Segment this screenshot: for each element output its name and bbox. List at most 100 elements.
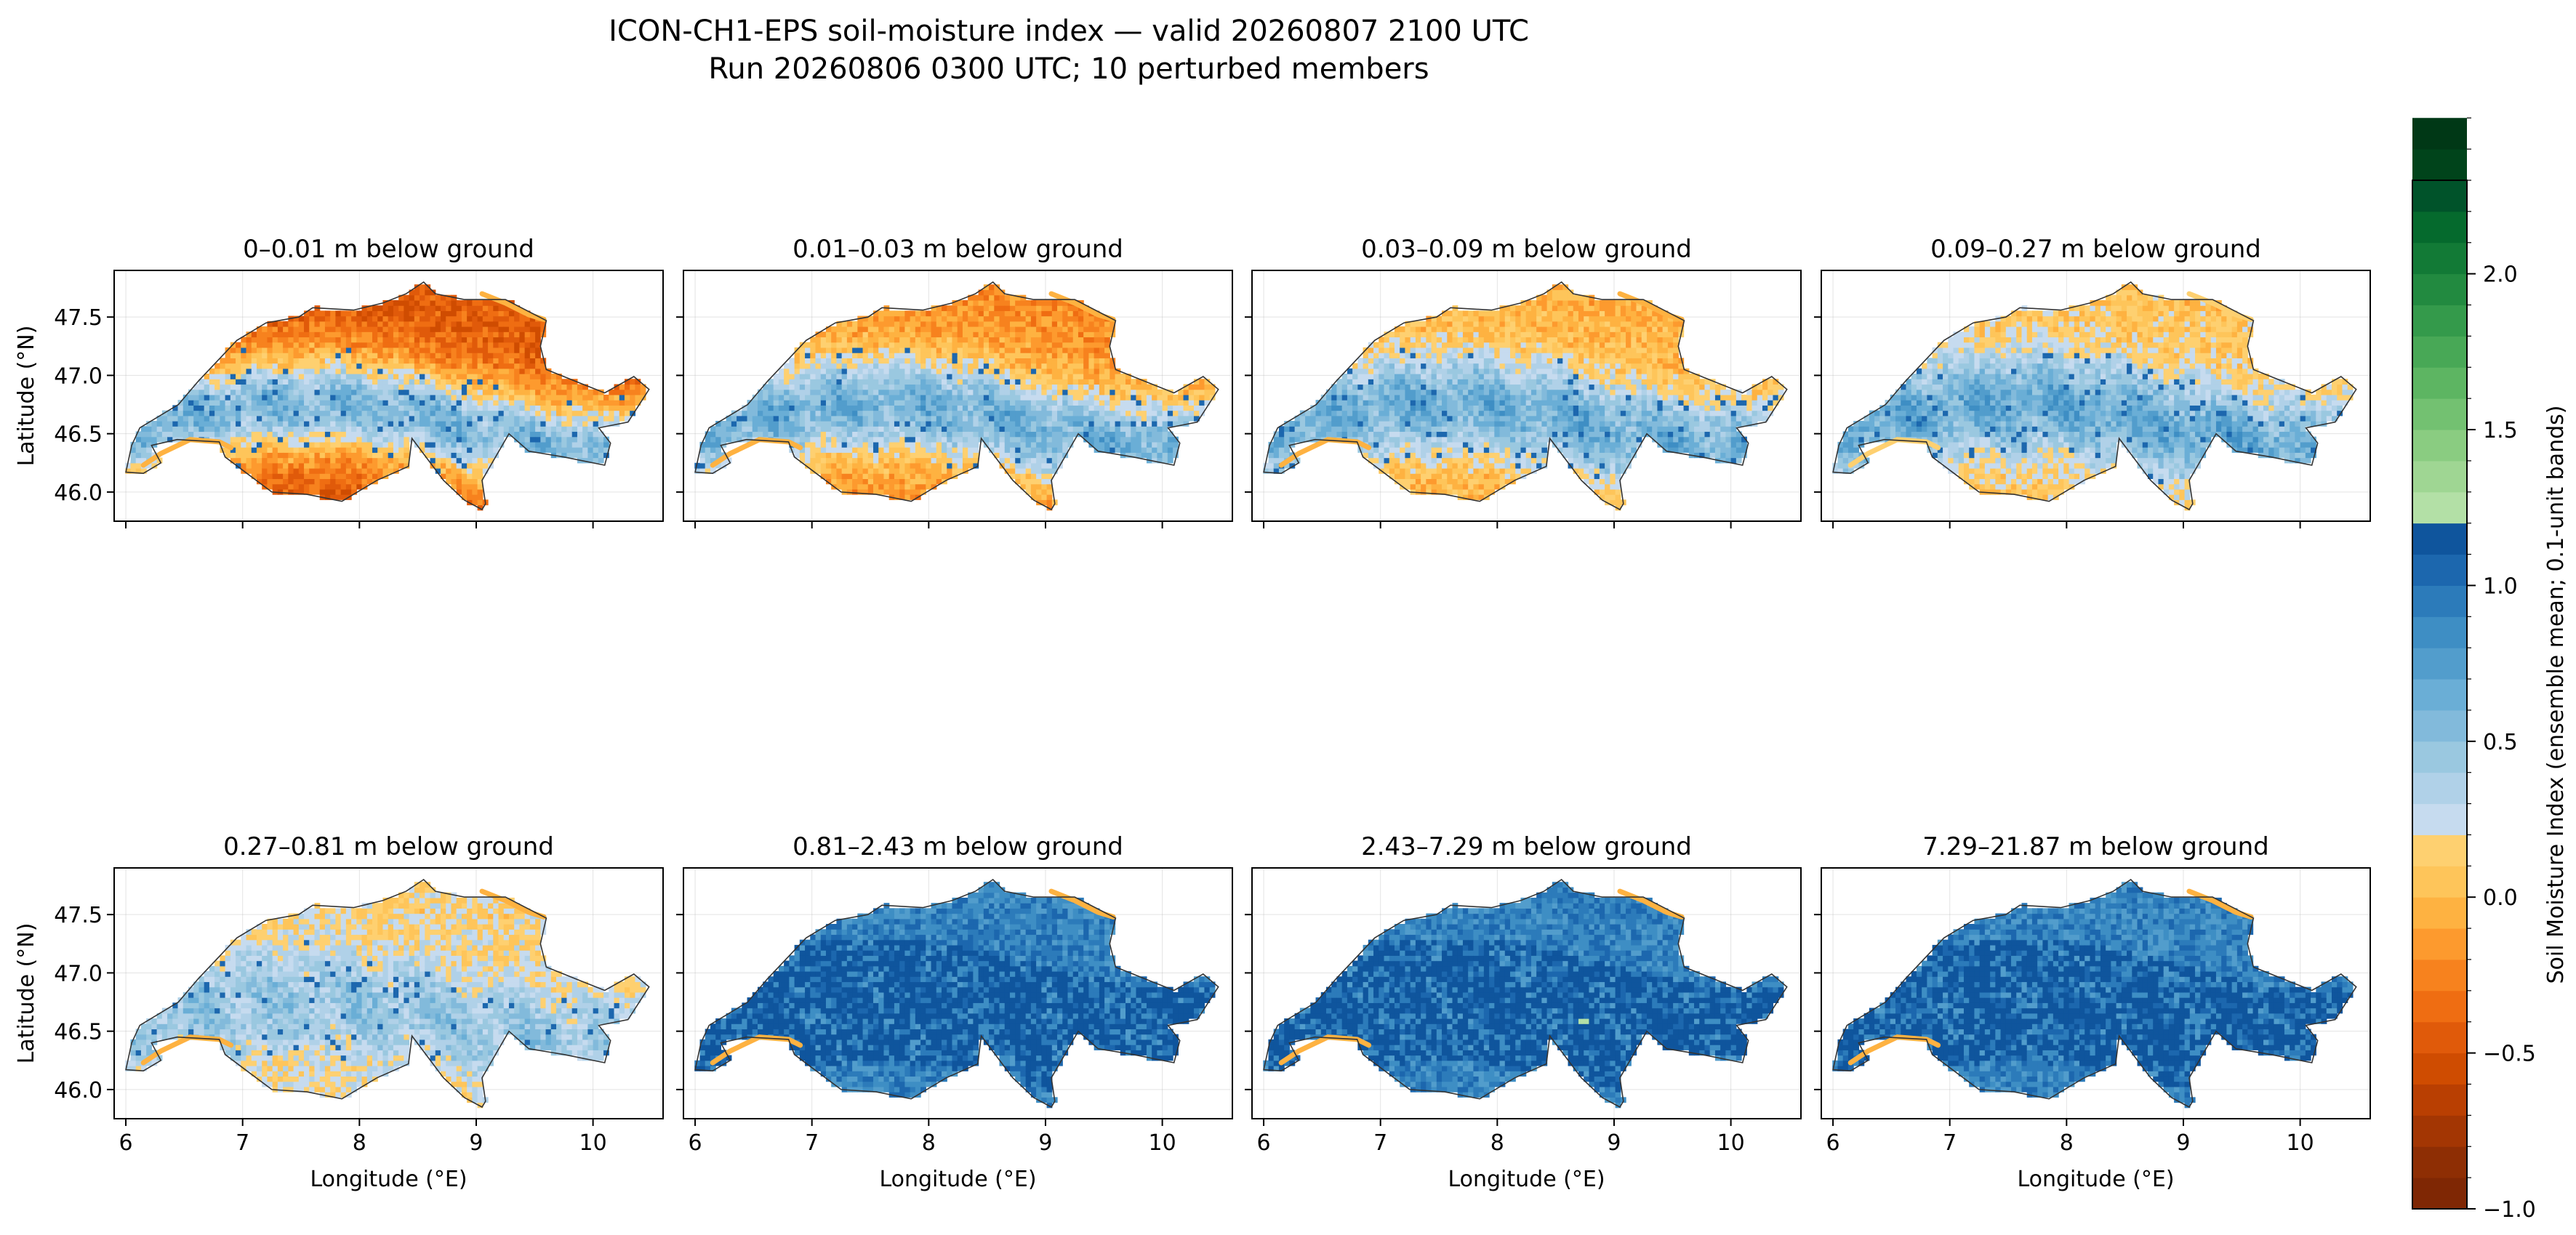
map-cell	[1067, 358, 1074, 364]
map-cell	[784, 368, 790, 374]
map-cell	[335, 394, 342, 401]
map-cell	[493, 342, 499, 348]
map-cell	[815, 331, 822, 338]
map-cell	[193, 384, 200, 390]
map-cell	[1115, 374, 1121, 379]
map-cell	[1363, 384, 1369, 390]
map-cell	[1104, 389, 1110, 395]
map-cell	[425, 326, 431, 332]
map-cell	[420, 363, 425, 369]
map-cell	[366, 374, 373, 379]
map-cell	[831, 326, 838, 332]
map-cell	[324, 426, 331, 433]
map-cell	[1015, 310, 1022, 317]
map-cell	[309, 405, 316, 411]
map-cell	[1057, 331, 1063, 338]
map-cell	[942, 384, 947, 390]
map-cell	[1088, 421, 1095, 427]
map-cell	[1067, 384, 1074, 390]
map-cell	[1152, 452, 1157, 459]
map-cell	[309, 321, 316, 327]
map-cell	[267, 331, 273, 338]
map-cell	[146, 441, 153, 448]
map-cell	[968, 441, 974, 448]
map-cell	[1088, 436, 1095, 443]
map-cell	[230, 436, 236, 443]
map-cell	[420, 447, 425, 453]
map-cell	[446, 368, 452, 374]
map-cell	[810, 436, 816, 443]
map-cell	[467, 462, 473, 469]
map-cell	[1099, 415, 1105, 422]
map-cell	[366, 326, 373, 332]
map-cell	[852, 353, 858, 358]
map-cell	[989, 331, 995, 338]
map-cell	[571, 441, 578, 448]
map-cell	[1057, 394, 1063, 401]
map-cell	[1083, 400, 1090, 406]
map-cell	[277, 400, 284, 406]
map-cell	[361, 389, 368, 395]
map-cell	[236, 368, 241, 374]
map-cell	[340, 315, 347, 322]
map-cell	[1030, 431, 1037, 438]
map-cell	[1363, 405, 1369, 411]
map-cell	[1162, 421, 1168, 427]
map-cell	[867, 347, 874, 353]
map-cell	[1131, 405, 1137, 411]
map-cell	[230, 426, 236, 433]
map-cell	[831, 436, 838, 443]
map-cell	[1141, 436, 1147, 443]
map-cell	[345, 384, 352, 390]
map-cell	[978, 400, 984, 406]
map-cell	[409, 358, 415, 364]
map-cell	[894, 421, 900, 427]
map-cell	[435, 305, 441, 311]
map-cell	[198, 426, 205, 433]
map-cell	[451, 421, 457, 427]
map-cell	[609, 394, 615, 401]
map-cell	[366, 457, 373, 464]
map-cell	[878, 473, 885, 480]
map-cell	[435, 342, 441, 348]
map-cell	[467, 315, 473, 322]
map-cell	[209, 405, 215, 411]
map-cell	[256, 441, 262, 448]
map-cell	[340, 410, 347, 417]
map-cell	[467, 299, 473, 306]
map-cell	[614, 405, 620, 411]
map-cell	[962, 405, 968, 411]
map-cell	[267, 368, 273, 374]
map-cell	[335, 457, 342, 464]
map-cell	[283, 431, 289, 438]
map-cell	[587, 441, 594, 448]
map-cell	[915, 321, 921, 327]
map-cell	[550, 447, 557, 453]
map-cell	[705, 462, 711, 469]
map-cell	[915, 400, 921, 406]
map-cell	[1088, 331, 1095, 338]
map-cell	[451, 478, 457, 485]
map-cell	[435, 467, 441, 474]
map-cell	[393, 467, 399, 474]
map-cell	[283, 452, 289, 459]
map-cell	[1036, 305, 1042, 311]
map-cell	[962, 326, 968, 332]
map-cell	[836, 447, 843, 453]
map-cell	[1020, 358, 1027, 364]
map-cell	[330, 394, 337, 401]
map-cell	[1305, 436, 1311, 443]
map-cell	[910, 457, 916, 464]
map-cell	[947, 394, 953, 401]
map-cell	[435, 452, 441, 459]
map-cell	[451, 410, 457, 417]
map-cell	[262, 347, 268, 353]
map-cell	[852, 488, 858, 495]
map-cell	[1120, 405, 1126, 411]
map-cell	[1030, 473, 1037, 480]
map-cell	[947, 410, 953, 417]
map-cell	[420, 426, 425, 433]
map-cell	[1104, 358, 1110, 364]
map-cell	[1046, 358, 1053, 364]
map-cell	[393, 389, 399, 395]
